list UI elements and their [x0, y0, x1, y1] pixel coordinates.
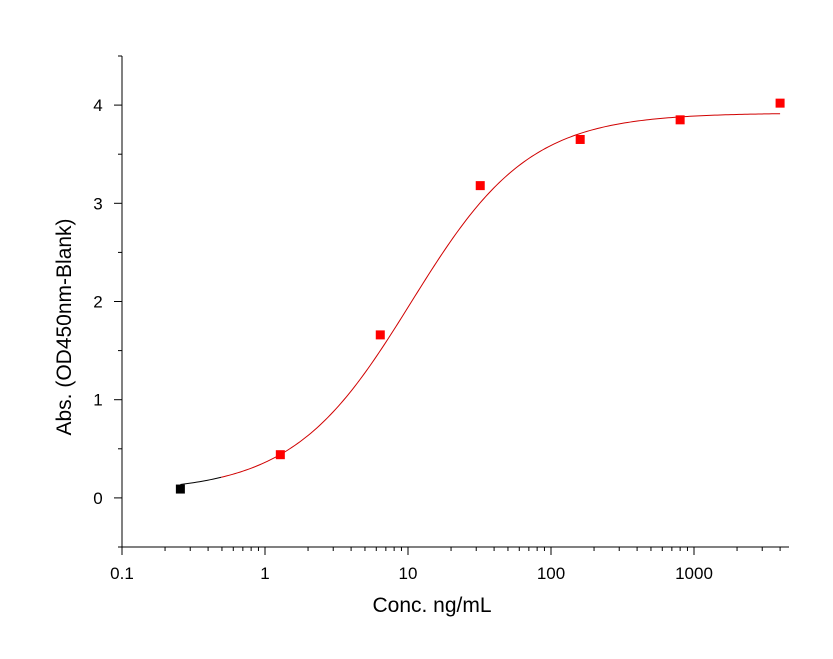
y-tick-label: 1 — [93, 391, 102, 410]
data-points-layer — [175, 98, 785, 494]
data-point — [175, 484, 185, 494]
y-tick-label: 0 — [93, 489, 102, 508]
x-tick-label: 100 — [537, 564, 565, 583]
x-tick-label: 1 — [260, 564, 269, 583]
data-point — [375, 330, 385, 340]
tick-labels-layer: 0 1 2 3 4 0.1 1 10 100 1000 — [93, 96, 713, 583]
fit-curve-layer — [180, 113, 781, 485]
data-point — [675, 115, 685, 125]
axes — [114, 55, 789, 555]
x-tick-label: 10 — [399, 564, 418, 583]
data-point — [575, 134, 585, 144]
x-tick-label: 1000 — [675, 564, 713, 583]
fit-curve-low-segment — [180, 476, 222, 485]
y-axis-title: Abs. (OD450nm-Blank) — [53, 218, 76, 435]
x-tick-label: 0.1 — [110, 564, 134, 583]
fit-curve — [221, 113, 781, 478]
y-tick-label: 2 — [93, 293, 102, 312]
data-point — [475, 181, 485, 191]
y-tick-label: 4 — [93, 96, 102, 115]
x-axis-title: Conc. ng/mL — [372, 594, 491, 617]
data-point — [275, 450, 285, 460]
y-tick-label: 3 — [93, 194, 102, 213]
data-point — [775, 98, 785, 108]
